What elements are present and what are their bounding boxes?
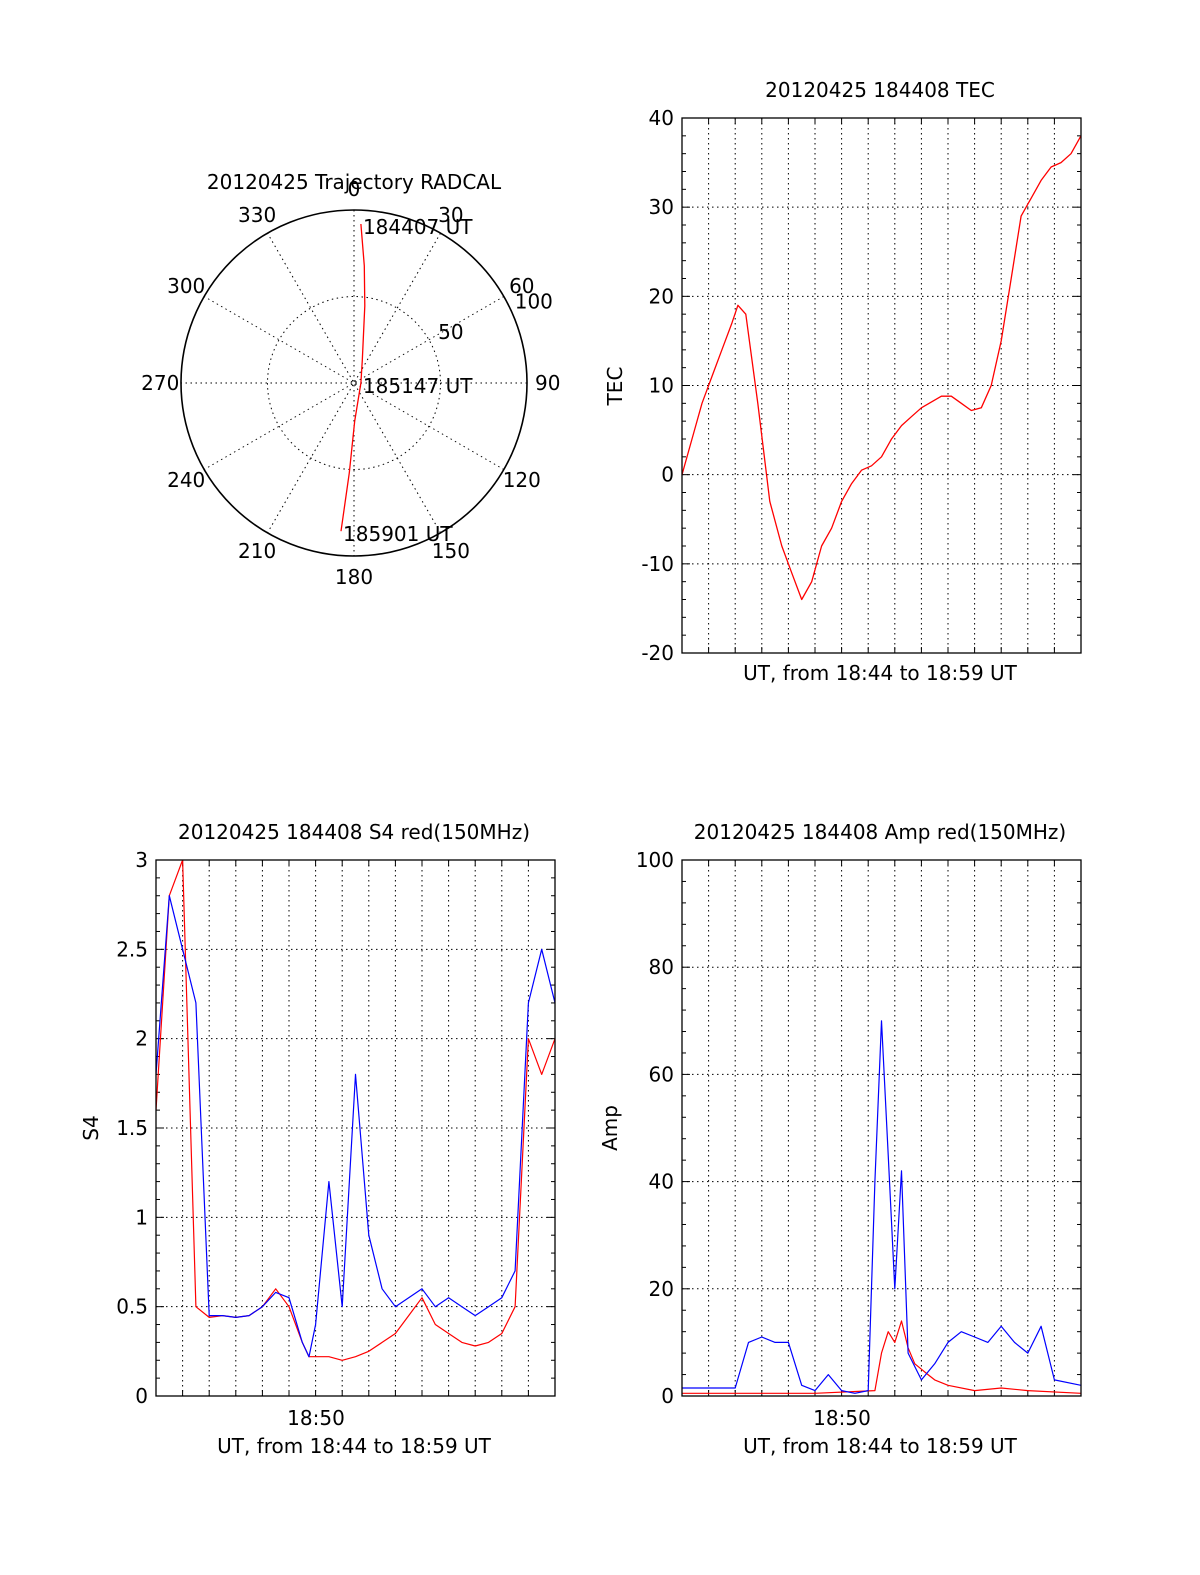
angle-label: 210 <box>238 539 276 563</box>
y-tick-label: 0 <box>661 463 674 487</box>
polar-grid <box>180 209 528 557</box>
trajectory-time-label: 184407 UT <box>363 215 473 239</box>
polar-annotations: 184407 UT 185147 UT 185901 UT <box>343 215 473 546</box>
polar-track <box>340 223 366 532</box>
y-tick-label: 2 <box>135 1027 148 1051</box>
s4-xlabel: UT, from 18:44 to 18:59 UT <box>217 1434 492 1458</box>
y-tick-label: 20 <box>649 284 674 308</box>
tec-panel: 20120425 184408 TEC -20 -10 0 10 20 30 40 UT, … <box>603 78 1082 685</box>
data-line <box>682 1320 1081 1394</box>
s4-plot-area: 0 0.5 1 1.5 2 2.5 3 <box>116 848 556 1408</box>
trajectory-time-label: 185901 UT <box>343 522 453 546</box>
y-tick-label: 0 <box>661 1384 674 1408</box>
s4-xtick-label: 18:50 <box>287 1406 345 1430</box>
trajectory-track <box>340 223 366 532</box>
trajectory-title: 20120425 Trajectory RADCAL <box>207 170 502 194</box>
y-tick-label: 30 <box>649 195 674 219</box>
y-tick-label: 40 <box>649 106 674 130</box>
ring-label: 100 <box>515 290 553 314</box>
tec-xlabel: UT, from 18:44 to 18:59 UT <box>743 661 1018 685</box>
trajectory-time-label: 185147 UT <box>363 374 473 398</box>
plot-frame <box>681 859 1082 1397</box>
angle-label: 270 <box>141 371 179 395</box>
angle-label: 180 <box>335 565 373 589</box>
y-tick-label: 0.5 <box>116 1295 148 1319</box>
series-group <box>156 860 555 1361</box>
s4-title: 20120425 184408 S4 red(150MHz) <box>178 820 530 844</box>
ring-label: 50 <box>438 320 463 344</box>
y-tick-label: 80 <box>649 955 674 979</box>
y-tick-label: 0 <box>135 1384 148 1408</box>
amp-panel: 20120425 184408 Amp red(150MHz) 0 20 40 60 8… <box>598 820 1082 1458</box>
polar-outer-ring <box>180 209 528 557</box>
data-line <box>156 895 555 1358</box>
y-tick-label: 10 <box>649 374 674 398</box>
series-group <box>682 1020 1081 1394</box>
angle-label: 150 <box>432 539 470 563</box>
tec-ylabel: TEC <box>603 367 627 407</box>
y-tick-label: 40 <box>649 1170 674 1194</box>
polar-labels: 0 30 60 90 120 150 180 210 240 270 300 330 50 100 <box>141 177 560 589</box>
y-tick-label: 60 <box>649 1062 674 1086</box>
trajectory-panel: 20120425 Trajectory RADCAL 0 30 60 90 120 150… <box>141 170 560 589</box>
y-tick-label: 3 <box>135 848 148 872</box>
angle-label: 30 <box>438 203 463 227</box>
tec-title: 20120425 184408 TEC <box>765 78 995 102</box>
data-line <box>156 860 555 1361</box>
angle-label: 0 <box>348 177 361 201</box>
angle-label: 90 <box>535 371 560 395</box>
angle-label: 120 <box>503 468 541 492</box>
tec-plot-area: -20 -10 0 10 20 30 40 <box>641 106 1082 665</box>
y-tick-label: 1.5 <box>116 1116 148 1140</box>
amp-xtick-label: 18:50 <box>813 1406 871 1430</box>
angle-label: 330 <box>238 203 276 227</box>
s4-ylabel: S4 <box>79 1115 103 1140</box>
amp-title: 20120425 184408 Amp red(150MHz) <box>694 820 1066 844</box>
angle-label: 240 <box>167 468 205 492</box>
y-tick-label: -20 <box>641 641 674 665</box>
amp-ylabel: Amp <box>598 1105 622 1151</box>
plot-frame <box>155 859 556 1397</box>
angle-label: 300 <box>167 274 205 298</box>
angle-label: 60 <box>509 274 534 298</box>
series-group <box>682 135 1081 601</box>
plot-frame <box>681 117 1082 654</box>
s4-panel: 20120425 184408 S4 red(150MHz) 0 0.5 1 1.5 2… <box>79 820 556 1458</box>
y-tick-label: -10 <box>641 552 674 576</box>
amp-plot-area: 0 20 40 60 80 100 <box>636 848 1082 1408</box>
y-tick-label: 100 <box>636 848 674 872</box>
y-tick-label: 20 <box>649 1277 674 1301</box>
amp-xlabel: UT, from 18:44 to 18:59 UT <box>743 1434 1018 1458</box>
y-tick-label: 2.5 <box>116 937 148 961</box>
y-tick-label: 1 <box>135 1205 148 1229</box>
data-line <box>682 135 1081 601</box>
data-line <box>682 1020 1081 1394</box>
